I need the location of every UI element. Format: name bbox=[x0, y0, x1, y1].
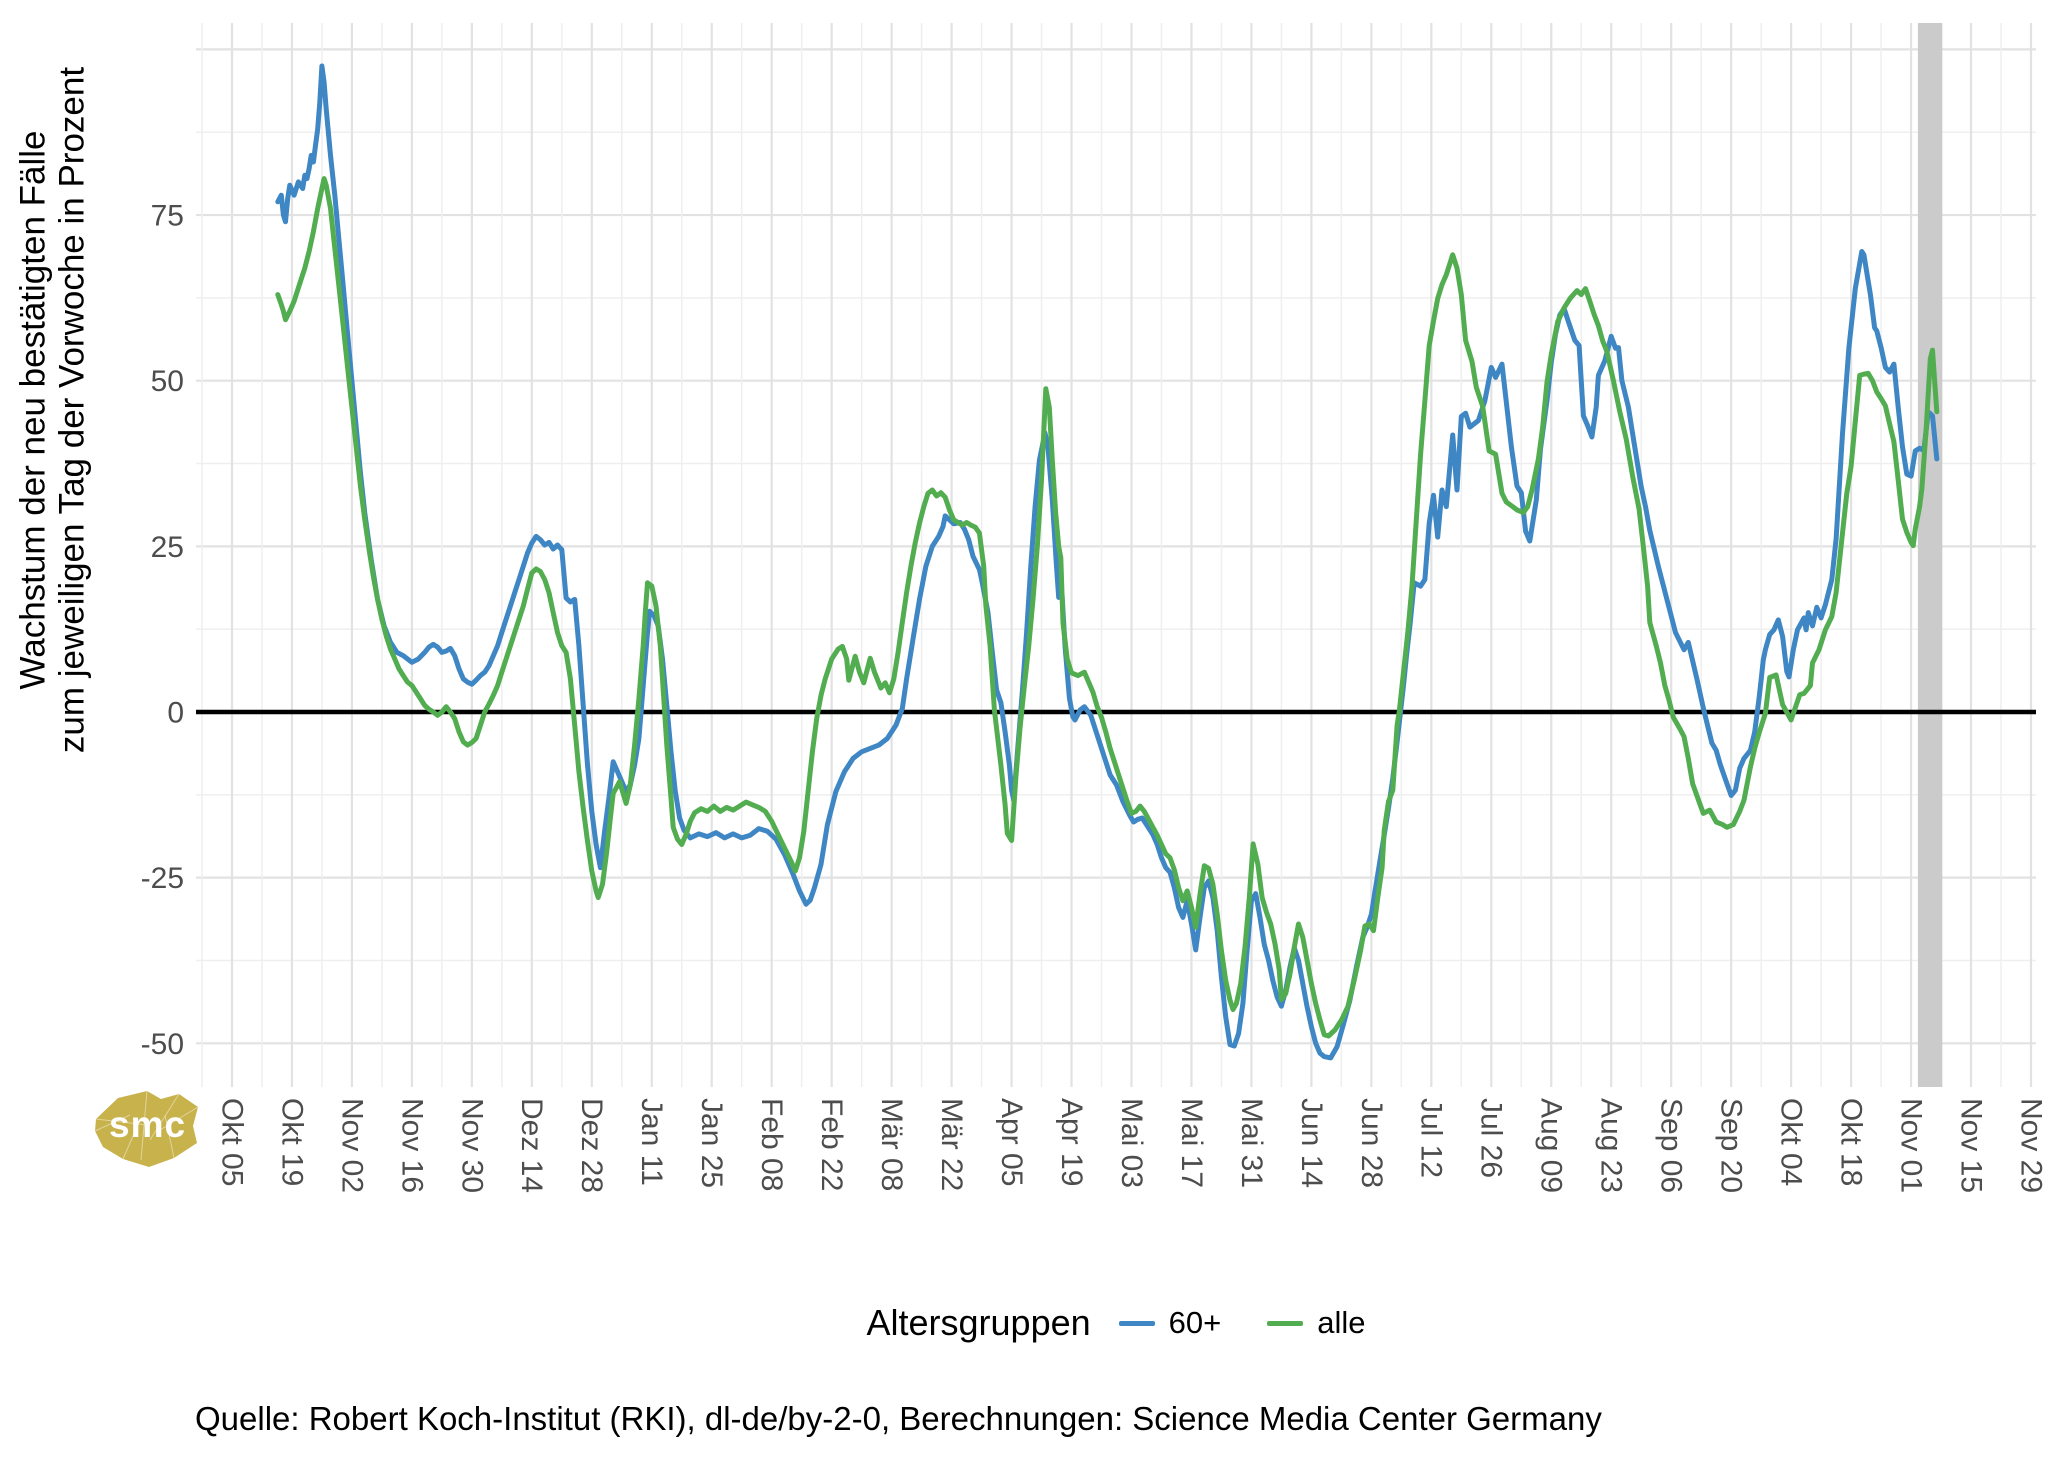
gridlines bbox=[196, 23, 2036, 1087]
x-tick-label: Feb 22 bbox=[815, 1098, 848, 1191]
series-lines bbox=[275, 63, 1940, 1061]
y-axis-title-line2: zum jeweiligen Tag der Vorwoche in Proze… bbox=[52, 67, 91, 753]
smc-logo-shape bbox=[95, 1091, 198, 1167]
y-tick-label: 50 bbox=[151, 365, 184, 398]
y-tick-label: 25 bbox=[151, 531, 184, 564]
series-line-alle bbox=[275, 176, 1940, 1039]
x-tick-label: Mär 22 bbox=[935, 1098, 968, 1191]
x-tick-label: Sep 20 bbox=[1715, 1098, 1748, 1193]
x-tick-label: Nov 15 bbox=[1954, 1098, 1987, 1193]
x-tick-label: Mai 03 bbox=[1115, 1098, 1148, 1188]
x-tick-label: Dez 28 bbox=[575, 1098, 608, 1193]
x-tick-label: Jul 26 bbox=[1475, 1098, 1508, 1178]
legend-label-alle: alle bbox=[1317, 1305, 1366, 1340]
legend-title: Altersgruppen bbox=[866, 1302, 1091, 1343]
x-tick-label: Mai 31 bbox=[1235, 1098, 1268, 1188]
x-tick-label: Okt 04 bbox=[1775, 1098, 1808, 1186]
y-tick-label: 75 bbox=[151, 200, 184, 233]
x-tick-label: Aug 09 bbox=[1535, 1098, 1568, 1193]
x-tick-label: Jan 11 bbox=[635, 1098, 668, 1186]
x-tick-label: Jul 12 bbox=[1415, 1098, 1448, 1178]
x-tick-label: Nov 01 bbox=[1894, 1098, 1927, 1193]
x-tick-label: Nov 29 bbox=[2014, 1098, 2047, 1193]
x-tick-label: Jan 25 bbox=[695, 1098, 728, 1188]
x-tick-label: Jun 28 bbox=[1355, 1098, 1388, 1188]
x-tick-label: Apr 05 bbox=[995, 1098, 1028, 1186]
x-axis-labels: Okt 05 Okt 19 Nov 02 Nov 16 Nov 30 Dez 14 Dez … bbox=[215, 1098, 2047, 1193]
legend: Altersgruppen 60+ alle bbox=[196, 1292, 2036, 1354]
x-tick-label: Mär 08 bbox=[875, 1098, 908, 1191]
x-tick-label: Okt 05 bbox=[215, 1098, 248, 1186]
highlight-band bbox=[1917, 23, 1943, 1087]
x-tick-label: Mai 17 bbox=[1175, 1098, 1208, 1188]
y-tick-label: -25 bbox=[141, 862, 184, 895]
x-tick-label: Sep 06 bbox=[1655, 1098, 1688, 1193]
smc-logo-text: smc bbox=[109, 1104, 186, 1145]
y-tick-label: 0 bbox=[167, 697, 184, 730]
legend-key-alle bbox=[1267, 1320, 1304, 1326]
x-tick-label: Aug 23 bbox=[1595, 1098, 1628, 1193]
series-line-60plus bbox=[275, 63, 1940, 1061]
x-tick-label: Nov 16 bbox=[395, 1098, 428, 1193]
smc-logo-facets bbox=[94, 1090, 199, 1161]
x-tick-label: Okt 18 bbox=[1834, 1098, 1867, 1186]
x-tick-label: Nov 02 bbox=[335, 1098, 368, 1193]
legend-key-60plus bbox=[1118, 1320, 1155, 1326]
smc-logo: smc bbox=[94, 1090, 199, 1167]
caption: Quelle: Robert Koch-Institut (RKI), dl-d… bbox=[195, 1400, 1602, 1437]
y-axis-title-line1: Wachstum der neu bestätigten Fälle bbox=[13, 131, 52, 690]
x-tick-label: Apr 19 bbox=[1055, 1098, 1088, 1186]
x-tick-label: Dez 14 bbox=[515, 1098, 548, 1193]
x-tick-label: Feb 08 bbox=[755, 1098, 788, 1191]
legend-label-60plus: 60+ bbox=[1168, 1305, 1222, 1340]
y-axis-labels: 75 50 25 0 -25 -50 bbox=[141, 200, 184, 1061]
x-tick-label: Nov 30 bbox=[455, 1098, 488, 1193]
y-tick-label: -50 bbox=[141, 1028, 184, 1061]
x-tick-label: Jun 14 bbox=[1295, 1098, 1328, 1188]
x-tick-label: Okt 19 bbox=[275, 1098, 308, 1186]
